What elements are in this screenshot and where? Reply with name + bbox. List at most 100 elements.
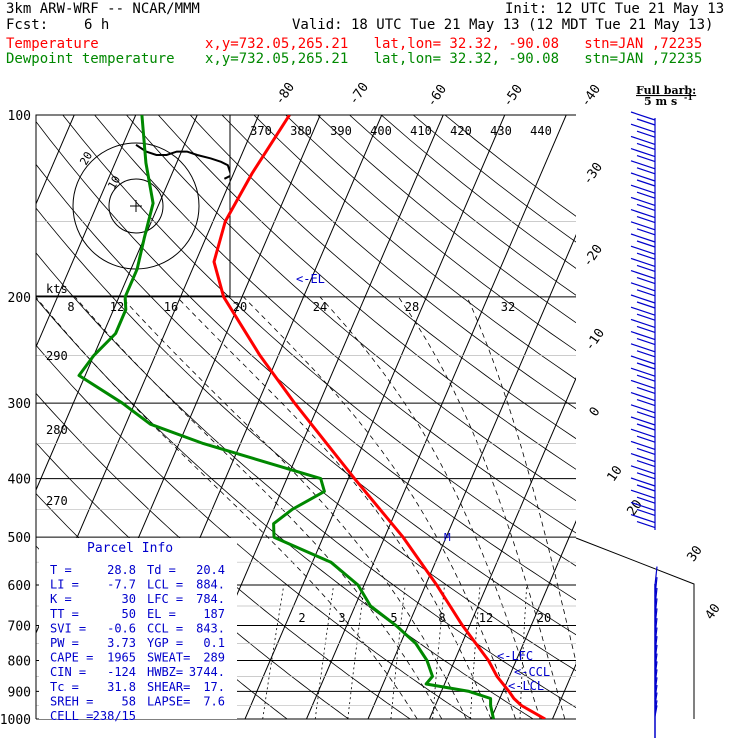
isotherm-label: 30: [684, 543, 705, 564]
theta-label: 370: [250, 124, 272, 138]
hodograph-speed-tick: 8: [67, 300, 74, 314]
parcel-field-value: 20.4: [196, 563, 225, 577]
pressure-tick-label: 800: [8, 654, 31, 669]
isotherm-label: -40: [578, 82, 604, 110]
parcel-field-value: 3744.: [189, 665, 225, 679]
wind-barb: [630, 123, 656, 133]
wind-barb: [630, 428, 656, 438]
parcel-field-value: -0.6: [107, 621, 136, 635]
pressure-tick-label: 900: [8, 685, 31, 700]
hodograph-ring: [108, 178, 164, 234]
parcel-field-label: TT =: [50, 607, 79, 621]
parcel-field-value: 1965: [107, 651, 136, 665]
parcel-field-label: CAPE =: [50, 651, 93, 665]
wind-barb: [636, 447, 656, 455]
wind-barb: [630, 514, 656, 524]
parcel-field-label: LI =: [50, 578, 79, 592]
mixing-ratio-line: [469, 584, 481, 719]
wind-barb: [630, 440, 656, 450]
hodograph-speed-tick: 16: [164, 300, 178, 314]
isotherm-line: [36, 115, 198, 492]
parcel-field-value: 58: [122, 694, 136, 708]
wind-barb: [636, 118, 656, 126]
wind-barb: [630, 294, 656, 304]
wind-barb: [636, 228, 656, 236]
moist-adiabat: [319, 296, 541, 719]
isotherm-line: [36, 115, 137, 349]
wind-barb: [636, 167, 656, 175]
pressure-tick-label: 300: [8, 397, 31, 412]
moist-adiabat: [176, 296, 492, 719]
wind-barb: [630, 465, 656, 475]
pressure-tick-label: 700: [8, 619, 31, 634]
parcel-field-label: CCL =: [147, 621, 183, 635]
lfc-marker: <-LFC: [497, 649, 533, 663]
parcel-field-value: 187: [203, 607, 225, 621]
forecast-hours: 6 h: [84, 17, 110, 33]
wind-barb: [630, 355, 656, 365]
isotherm-label: -30: [580, 160, 606, 188]
pressure-tick-label: 100: [8, 109, 31, 124]
hodograph-speed-tick: 12: [110, 300, 124, 314]
mixing-ratio-line: [347, 584, 365, 719]
wind-barb: [630, 257, 656, 267]
pressure-tick-label: 1000: [0, 713, 31, 728]
low-wind-barb: [654, 566, 658, 586]
mixing-ratio-label: 5: [390, 611, 397, 625]
wind-barb: [636, 472, 656, 480]
wind-barb: [636, 496, 656, 504]
hodograph-trace: [135, 143, 230, 180]
parcel-field-value: 30: [122, 592, 136, 606]
wind-barb: [630, 233, 656, 243]
isotherm-line: [244, 115, 506, 719]
hodograph-frame: [35, 114, 231, 297]
dry-adiabat: [412, 115, 576, 243]
pressure-tick-label: 200: [8, 291, 31, 306]
isotherm-label: 0: [587, 404, 604, 419]
dewpoint-location: x,y=732.05,265.21 lat,lon= 32.32, -90.08…: [205, 51, 703, 67]
wind-barb: [636, 155, 656, 163]
parcel-field-value: 7.6: [203, 694, 225, 708]
hodograph-speed-tick: 28: [405, 300, 419, 314]
theta-label: 400: [370, 124, 392, 138]
wind-barb: [630, 318, 656, 328]
wind-barb: [630, 489, 656, 499]
wind-barb: [630, 477, 656, 487]
wind-barb: [636, 374, 656, 382]
barb-legend-line1: Full barb:: [636, 84, 696, 97]
theta-left-label: 270: [46, 494, 68, 508]
wind-barb: [636, 289, 656, 297]
wind-barb: [630, 453, 656, 463]
wind-barb: [636, 277, 656, 285]
parcel-field-label: Td =: [147, 563, 176, 577]
wind-barb: [630, 282, 656, 292]
wind-barb: [630, 111, 656, 121]
parcel-info-box: [39, 538, 237, 719]
wind-barb: [636, 142, 656, 150]
parcel-field-label: HWBZ=: [147, 665, 183, 679]
dry-adiabat: [221, 115, 576, 410]
dry-adiabat: [317, 115, 576, 324]
wind-barb: [630, 209, 656, 219]
wind-barb: [630, 343, 656, 353]
wind-barb: [636, 386, 656, 394]
wind-barb: [636, 191, 656, 199]
forecast-label: Fcst:: [6, 17, 49, 33]
wind-barb: [630, 501, 656, 511]
isotherm-line: [490, 520, 576, 719]
wind-barb: [636, 460, 656, 468]
parcel-field-value: 784.: [196, 592, 225, 606]
wind-barb: [630, 416, 656, 426]
mixing-ratio-line: [390, 584, 406, 719]
ccl-marker: <-CCL: [514, 665, 550, 679]
isotherm-label: -60: [424, 82, 450, 110]
wind-barb: [636, 203, 656, 211]
parcel-field-label: Tc =: [50, 680, 79, 694]
theta-label: 430: [490, 124, 512, 138]
theta-left-label: 290: [46, 349, 68, 363]
wind-barb: [630, 184, 656, 194]
theta-left-label: 280: [46, 423, 68, 437]
parcel-field-label: YGP =: [147, 636, 183, 650]
parcel-field-value: 50: [122, 607, 136, 621]
temperature-legend-label: Temperature: [6, 36, 99, 52]
